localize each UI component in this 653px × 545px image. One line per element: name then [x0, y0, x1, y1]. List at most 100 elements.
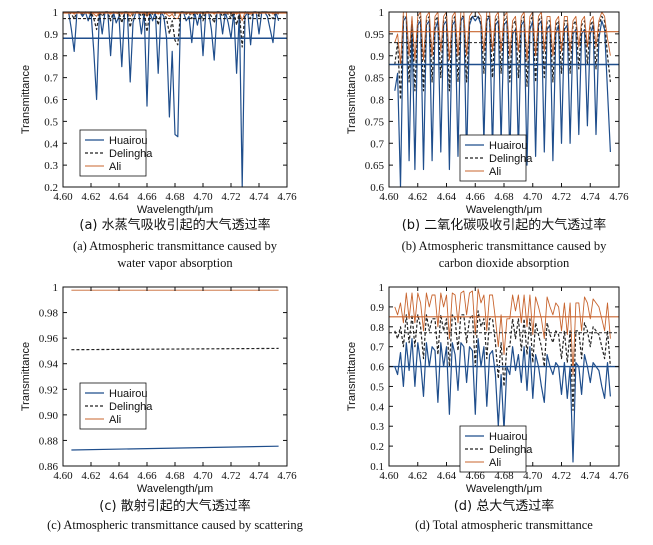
- x-tick-label: 4.72: [552, 191, 571, 203]
- y-tick-label: 0.98: [39, 308, 59, 320]
- y-axis-label: Transmittance: [346, 65, 358, 134]
- chart-a: 4.60 4.62 4.64 4.66 4.68 4.70 4.72 4.74 4.76 0.2 0…: [20, 7, 297, 270]
- x-tick-label: 4.74: [581, 470, 601, 482]
- y-tick-label: 0.8: [370, 95, 384, 107]
- y-tick-label: 0.7: [370, 342, 384, 354]
- x-tick-label: 4.68: [165, 470, 185, 482]
- caption-en: (a) Atmospheric transmittance caused by: [73, 239, 278, 253]
- x-tick-label: 4.64: [109, 191, 129, 203]
- x-tick-label: 4.60: [379, 470, 399, 482]
- y-tick-label: 0.6: [44, 95, 58, 107]
- y-tick-label: 0.85: [365, 73, 385, 85]
- x-tick-label: 4.72: [552, 470, 571, 482]
- y-tick-label: 0.4: [44, 138, 58, 150]
- y-tick-label: 1: [379, 7, 385, 19]
- legend-label-huairou: Huairou: [489, 431, 528, 443]
- x-tick-label: 4.70: [193, 470, 213, 482]
- y-tick-label: 0.6: [370, 362, 384, 374]
- y-tick-label: 0.88: [39, 435, 59, 447]
- x-tick-label: 4.64: [437, 470, 457, 482]
- x-tick-label: 4.62: [408, 191, 427, 203]
- series-line-delingha: [71, 347, 279, 351]
- x-axis-label: Wavelength/μm: [466, 483, 542, 495]
- series-line-delingha: [68, 11, 279, 48]
- x-tick-label: 4.76: [277, 191, 297, 203]
- chart-c: 4.60 4.62 4.64 4.66 4.68 4.70 4.72 4.74 4.76 0.86…: [20, 282, 304, 532]
- x-tick-label: 4.62: [81, 470, 100, 482]
- caption-en: carbon dioxide absorption: [439, 256, 570, 270]
- y-tick-label: 0.90: [39, 410, 59, 422]
- y-tick-label: 0.6: [370, 182, 384, 194]
- series-line-huairou: [68, 11, 280, 188]
- y-tick-label: 0.7: [44, 73, 58, 85]
- y-tick-label: 0.65: [365, 160, 385, 172]
- legend-label-huairou: Huairou: [109, 388, 148, 400]
- x-axis-label: Wavelength/μm: [137, 204, 213, 216]
- series-line-huairou: [71, 445, 279, 451]
- x-tick-label: 4.74: [249, 470, 269, 482]
- x-tick-label: 4.62: [81, 191, 100, 203]
- legend-label-ali: Ali: [109, 161, 121, 173]
- x-tick-label: 4.66: [466, 470, 486, 482]
- caption-zh: (d) 总大气透过率: [454, 498, 555, 514]
- caption-en: water vapor absorption: [117, 256, 233, 270]
- y-tick-label: 0.86: [39, 461, 59, 473]
- y-tick-label: 0.7: [370, 138, 384, 150]
- x-tick-label: 4.60: [53, 470, 73, 482]
- caption-zh: (a) 水蒸气吸收引起的大气透过率: [79, 217, 270, 233]
- y-tick-label: 0.9: [370, 302, 384, 314]
- x-tick-label: 4.66: [137, 470, 157, 482]
- legend-label-ali: Ali: [489, 166, 501, 178]
- x-tick-label: 4.66: [137, 191, 157, 203]
- y-tick-label: 0.75: [365, 116, 385, 128]
- x-tick-label: 4.70: [523, 191, 543, 203]
- x-tick-label: 4.72: [221, 470, 240, 482]
- legend-label-huairou: Huairou: [489, 140, 528, 152]
- legend-label-delingha: Delingha: [109, 148, 153, 160]
- legend-box: [79, 382, 147, 430]
- y-tick-label: 0.5: [370, 381, 384, 393]
- x-tick-label: 4.70: [193, 191, 213, 203]
- x-tick-label: 4.62: [408, 470, 427, 482]
- y-tick-label: 0.4: [370, 401, 384, 413]
- chart-d: 4.60 4.62 4.64 4.66 4.68 4.70 4.72 4.74 4.76 0.1 0…: [346, 282, 629, 532]
- series-line-delingha: [394, 310, 611, 411]
- x-tick-label: 4.60: [53, 191, 73, 203]
- legend-label-ali: Ali: [109, 414, 121, 426]
- x-tick-label: 4.70: [523, 470, 543, 482]
- x-tick-label: 4.68: [494, 470, 514, 482]
- caption-en: (d) Total atmospheric transmittance: [415, 518, 593, 532]
- y-tick-label: 1: [379, 282, 385, 294]
- legend-label-delingha: Delingha: [489, 444, 533, 456]
- y-tick-label: 1: [53, 282, 59, 294]
- y-tick-label: 0.9: [370, 51, 384, 63]
- legend-label-huairou: Huairou: [109, 135, 148, 147]
- x-tick-label: 4.74: [249, 191, 269, 203]
- x-tick-label: 4.60: [379, 191, 399, 203]
- y-axis-label: Transmittance: [20, 342, 32, 411]
- y-tick-label: 0.96: [39, 333, 59, 345]
- x-tick-label: 4.68: [494, 191, 514, 203]
- y-tick-label: 0.94: [39, 359, 59, 371]
- x-tick-label: 4.76: [609, 191, 629, 203]
- y-tick-label: 0.9: [44, 29, 58, 41]
- x-tick-label: 4.68: [165, 191, 185, 203]
- x-axis-label: Wavelength/μm: [466, 204, 542, 216]
- y-tick-label: 0.95: [365, 29, 385, 41]
- x-tick-label: 4.76: [609, 470, 629, 482]
- series-line-ali: [394, 288, 611, 375]
- caption-zh: (b) 二氧化碳吸收引起的大气透过率: [402, 217, 607, 233]
- y-axis-label: Transmittance: [20, 65, 32, 134]
- y-tick-label: 0.1: [370, 461, 384, 473]
- x-tick-label: 4.76: [277, 470, 297, 482]
- y-tick-label: 0.8: [370, 322, 384, 334]
- series-line-delingha: [394, 15, 611, 101]
- x-tick-label: 4.74: [581, 191, 601, 203]
- x-tick-label: 4.72: [221, 191, 240, 203]
- caption-en: (b) Atmospheric transmittance caused by: [402, 239, 608, 253]
- y-tick-label: 0.2: [44, 182, 58, 194]
